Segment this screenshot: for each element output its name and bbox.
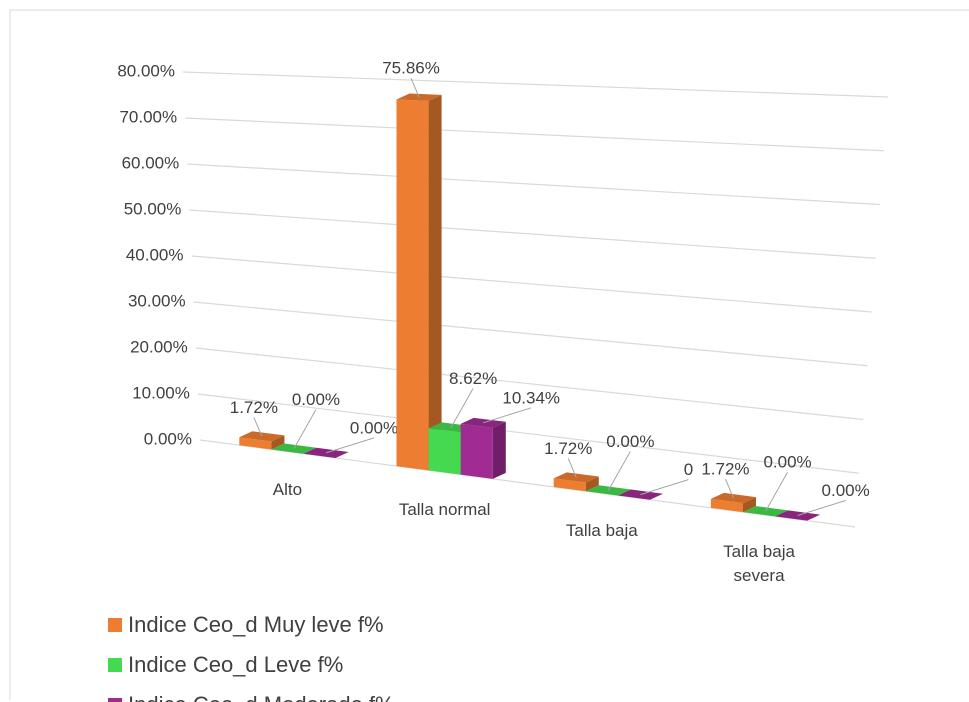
leader-line (797, 500, 846, 516)
bar-front (396, 99, 429, 471)
data-label: 0.00% (350, 418, 398, 437)
legend-swatch (108, 658, 122, 672)
leader-line (567, 458, 577, 478)
bar-front (239, 437, 272, 450)
leader-line (450, 388, 474, 428)
leader-line (325, 437, 375, 454)
leader-line (253, 417, 263, 437)
grid-line (182, 71, 889, 98)
leader-line (765, 472, 788, 512)
leader-line (724, 478, 734, 499)
legend-item: Indice Ceo_d Moderado f% (108, 692, 554, 702)
leader-line (640, 479, 689, 496)
y-tick-label: 60.00% (122, 153, 180, 172)
grid-line (197, 393, 860, 474)
bar (303, 447, 349, 459)
grid-line (189, 209, 876, 259)
x-tick-label: Talla baja severa (723, 542, 795, 586)
legend-swatch (108, 698, 122, 702)
bar-front (553, 478, 586, 492)
data-label: 1.72% (230, 398, 278, 417)
legend-item: Indice Ceo_d Muy leve f% (108, 612, 554, 638)
y-tick-label: 80.00% (117, 61, 175, 80)
data-label: 1.72% (544, 439, 592, 458)
leader-line (293, 409, 317, 449)
y-tick-label: 10.00% (132, 383, 190, 402)
chart-border (9, 9, 969, 700)
bar-side (585, 476, 599, 492)
bar-front (428, 428, 461, 475)
legend-item: Indice Ceo_d Leve f% (108, 652, 554, 678)
y-tick-label: 0.00% (144, 429, 192, 448)
bar-top (396, 93, 442, 101)
grid-line (193, 301, 868, 367)
data-label: 0.00% (606, 432, 654, 451)
data-label: 0.00% (822, 481, 870, 500)
bar-side (271, 435, 285, 450)
x-tick-label: Alto (272, 479, 303, 499)
legend-swatch (108, 618, 122, 632)
data-label: 0.00% (292, 390, 340, 409)
y-tick-label: 20.00% (130, 337, 188, 356)
y-tick-label: 30.00% (128, 291, 186, 310)
y-tick-label: 50.00% (124, 199, 182, 218)
bar-side (492, 421, 506, 479)
x-tick-label: Talla normal (398, 500, 491, 520)
bar-top (303, 447, 349, 459)
data-label: 10.34% (502, 388, 560, 407)
data-label: 0.00% (763, 453, 811, 472)
legend-label: Indice Ceo_d Leve f% (128, 652, 344, 677)
leader-line (410, 78, 420, 98)
data-label: 0 (684, 460, 693, 479)
bar (460, 417, 506, 479)
grid-line (191, 255, 872, 313)
leader-line (483, 407, 532, 424)
y-tick-label: 40.00% (126, 245, 184, 264)
grid-line (185, 117, 884, 152)
bar-front (460, 423, 493, 479)
legend: Indice Ceo_d Muy leve f% Indice Ceo_d Lev… (108, 612, 928, 702)
data-label: 1.72% (701, 459, 749, 478)
bar-side (428, 94, 442, 471)
legend-label: Indice Ceo_d Muy leve f% (128, 612, 384, 637)
grid-line (195, 347, 864, 421)
bar (396, 93, 442, 471)
y-tick-label: 70.00% (119, 107, 177, 126)
bar-front (710, 498, 743, 513)
legend-label: Indice Ceo_d Moderado f% (128, 692, 395, 702)
x-tick-label: Talla baja (565, 521, 638, 541)
data-label: 8.62% (449, 369, 497, 388)
bar-side (742, 497, 756, 513)
leader-line (607, 451, 631, 491)
grid-line (187, 163, 880, 206)
data-label: 75.86% (382, 59, 440, 78)
